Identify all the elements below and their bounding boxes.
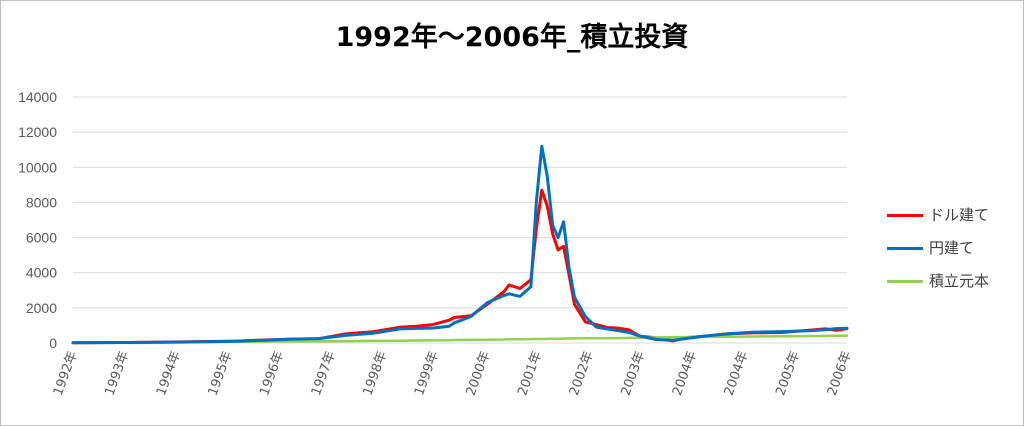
y-tick-label: 4000 xyxy=(26,265,57,281)
legend-label-dollar: ドル建て xyxy=(929,206,990,224)
legend-label-yen: 円建て xyxy=(929,239,975,257)
x-tick-label: 2006年 xyxy=(825,349,855,397)
y-tick-label: 12000 xyxy=(18,124,57,140)
x-tick-label: 1999年 xyxy=(412,349,442,397)
y-tick-label: 6000 xyxy=(26,230,57,246)
legend-item-yen: 円建て xyxy=(887,237,1017,270)
series-line-1 xyxy=(71,144,849,345)
chart-title: 1992年～2006年_積立投資 xyxy=(335,22,689,53)
y-tick-label: 8000 xyxy=(26,194,57,210)
x-tick-label: 1994年 xyxy=(154,349,184,397)
x-tick-label: 1993年 xyxy=(102,349,132,397)
x-tick-label: 2004年 xyxy=(670,349,700,397)
legend-label-principal: 積立元本 xyxy=(929,272,990,290)
legend-swatch-yen xyxy=(887,247,923,250)
x-tick-label: 2004年 xyxy=(722,349,752,397)
x-tick-label: 1997年 xyxy=(309,349,339,397)
legend: ドル建て 円建て 積立元本 xyxy=(887,204,1017,303)
legend-item-dollar: ドル建て xyxy=(887,204,1017,237)
x-tick-label: 1996年 xyxy=(257,349,287,397)
legend-swatch-principal xyxy=(887,280,923,283)
y-tick-label: 2000 xyxy=(26,300,57,316)
y-tick-label: 0 xyxy=(49,335,57,351)
x-tick-label: 2005年 xyxy=(773,349,803,397)
legend-item-principal: 積立元本 xyxy=(887,270,1017,303)
x-tick-label: 2000年 xyxy=(464,349,494,397)
x-tick-label: 1992年 xyxy=(51,349,81,397)
y-tick-label: 10000 xyxy=(18,159,57,175)
x-tick-label: 1998年 xyxy=(360,349,390,397)
legend-swatch-dollar xyxy=(887,214,923,217)
x-tick-label: 2002年 xyxy=(567,349,597,397)
x-tick-label: 2001年 xyxy=(515,349,545,397)
y-tick-label: 14000 xyxy=(18,89,57,105)
x-tick-label: 1995年 xyxy=(206,349,236,397)
x-tick-label: 2003年 xyxy=(618,349,648,397)
